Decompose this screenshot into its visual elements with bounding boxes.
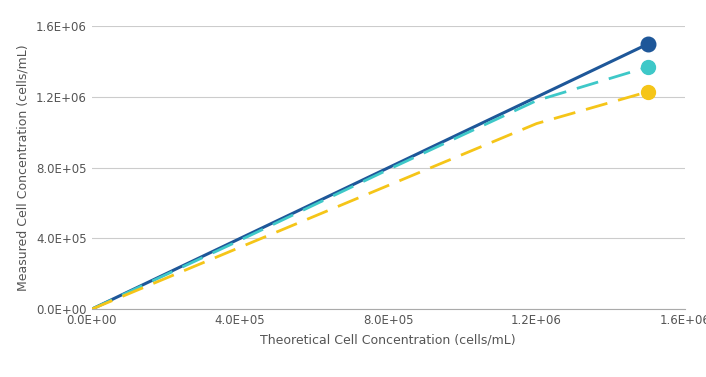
Point (642, 89, 654, 95)
Point (642, 41, 654, 47)
X-axis label: Theoretical Cell Concentration (cells/mL): Theoretical Cell Concentration (cells/mL… (261, 334, 516, 347)
Y-axis label: Measured Cell Concentration (cells/mL): Measured Cell Concentration (cells/mL) (16, 44, 29, 291)
Point (642, 64, 654, 70)
